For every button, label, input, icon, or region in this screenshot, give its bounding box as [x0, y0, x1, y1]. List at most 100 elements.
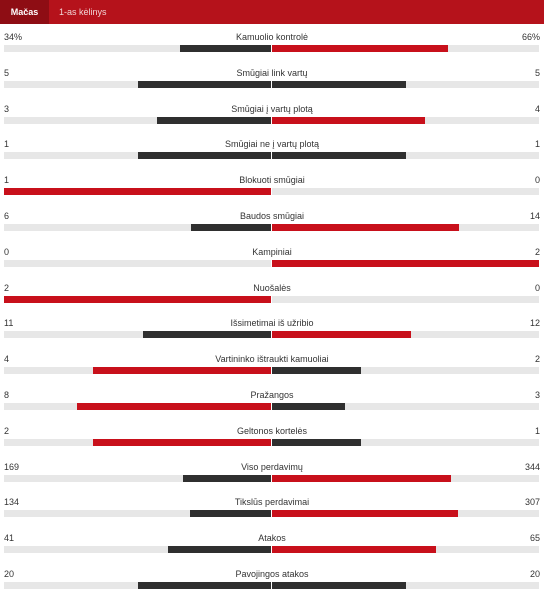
stat-name: Nuošalės [253, 282, 291, 293]
stat-row: 0 Kampiniai 2 [0, 239, 544, 275]
stat-name: Blokuoti smūgiai [239, 175, 305, 186]
stat-name: Atakos [258, 533, 286, 544]
away-bar [272, 331, 412, 339]
away-bar [272, 223, 459, 231]
stat-row: 20 Pavojingos atakos 20 [0, 561, 544, 597]
stat-name: Baudos smūgiai [239, 210, 305, 221]
home-bar-track [4, 438, 271, 446]
home-value: 11 [4, 318, 14, 329]
home-bar [180, 45, 271, 52]
stat-name: Pavojingos atakos [235, 568, 309, 579]
home-value: 41 [4, 533, 15, 544]
home-bar [4, 188, 271, 196]
stat-name: Kampiniai [252, 246, 292, 257]
away-bar-track [272, 223, 539, 231]
away-value: 66% [521, 32, 540, 42]
home-value: 2 [4, 282, 10, 293]
stat-row: 6 Baudos smūgiai 14 [0, 203, 544, 239]
away-value: 2 [534, 354, 540, 365]
home-value: 4 [4, 354, 10, 365]
home-value: 1 [4, 139, 10, 150]
home-bar-track [4, 223, 271, 231]
home-bar-track [4, 188, 271, 196]
home-value: 1 [4, 175, 10, 186]
home-bar-track [4, 402, 271, 410]
away-bar [272, 474, 452, 482]
away-bar-track [272, 80, 539, 88]
home-bar [137, 80, 271, 88]
home-bar [189, 510, 271, 518]
away-value: 12 [529, 318, 540, 329]
home-bar [4, 295, 271, 303]
stat-name: Vartininko ištraukti kamuoliai [215, 354, 329, 365]
stat-row: 3 Smūgiai į vartų plotą 4 [0, 96, 544, 132]
stat-name: Geltonos kortelės [236, 425, 308, 436]
stat-row: 1 Blokuoti smūgiai 0 [0, 167, 544, 203]
stat-row: 2 Geltonos kortelės 1 [0, 418, 544, 454]
away-value: 1 [534, 425, 540, 436]
home-bar-track [4, 80, 271, 88]
away-bar-track [272, 259, 539, 267]
away-bar-track [272, 295, 539, 303]
away-bar-track [272, 45, 539, 52]
away-bar-track [272, 546, 539, 554]
stat-name: Kamuolio kontrolė [235, 32, 309, 42]
away-value: 65 [529, 533, 540, 544]
away-bar [272, 45, 449, 52]
stat-row: 134 Tikslūs perdavimai 307 [0, 489, 544, 525]
home-bar [156, 116, 271, 124]
stat-row: 5 Smūgiai link vartų 5 [0, 60, 544, 96]
away-bar [272, 546, 436, 554]
home-value: 134 [4, 497, 20, 508]
stat-row: 11 Išsimetimai iš užribio 12 [0, 310, 544, 346]
stat-name: Viso perdavimų [241, 461, 303, 472]
home-bar-track [4, 259, 271, 267]
away-bar [272, 402, 345, 410]
tab-match[interactable]: Mačas [0, 0, 49, 24]
home-bar [167, 546, 271, 554]
stat-row: 1 Smūgiai ne į vartų plotą 1 [0, 131, 544, 167]
away-bar [272, 367, 361, 375]
away-value: 1 [534, 139, 540, 150]
stat-row: 34% Kamuolio kontrolė 66% [0, 24, 544, 60]
stat-row: 41 Atakos 65 [0, 525, 544, 561]
away-value: 307 [524, 497, 540, 508]
tab-first-half[interactable]: 1-as kėlinys [59, 7, 107, 17]
stat-name: Tikslūs perdavimai [234, 497, 310, 508]
away-bar [272, 581, 406, 589]
away-bar-track [272, 367, 539, 375]
stat-row: 2 Nuošalės 0 [0, 275, 544, 311]
home-bar [190, 223, 271, 231]
away-value: 5 [534, 67, 540, 78]
stat-name: Pražangos [250, 389, 294, 400]
home-bar-track [4, 331, 271, 339]
away-value: 2 [534, 246, 540, 257]
home-bar [76, 402, 271, 410]
away-bar-track [272, 438, 539, 446]
home-value: 169 [4, 461, 20, 472]
home-bar-track [4, 474, 271, 482]
home-bar-track [4, 510, 271, 518]
away-value: 4 [534, 103, 540, 114]
home-bar [183, 474, 271, 482]
home-bar-track [4, 546, 271, 554]
away-bar [272, 80, 406, 88]
away-value: 344 [524, 461, 540, 472]
home-value: 3 [4, 103, 10, 114]
stat-row: 8 Pražangos 3 [0, 382, 544, 418]
away-bar [272, 510, 458, 518]
home-bar-track [4, 295, 271, 303]
away-bar-track [272, 581, 539, 589]
home-value: 6 [4, 210, 10, 221]
home-bar [137, 152, 271, 160]
home-bar-track [4, 45, 271, 52]
away-bar [272, 152, 406, 160]
tab-bar: Mačas 1-as kėlinys [0, 0, 544, 24]
away-bar [272, 116, 425, 124]
away-value: 3 [534, 389, 540, 400]
home-bar-track [4, 152, 271, 160]
home-value: 0 [4, 246, 10, 257]
home-bar [137, 581, 271, 589]
stat-row: 169 Viso perdavimų 344 [0, 454, 544, 490]
home-value: 8 [4, 389, 10, 400]
